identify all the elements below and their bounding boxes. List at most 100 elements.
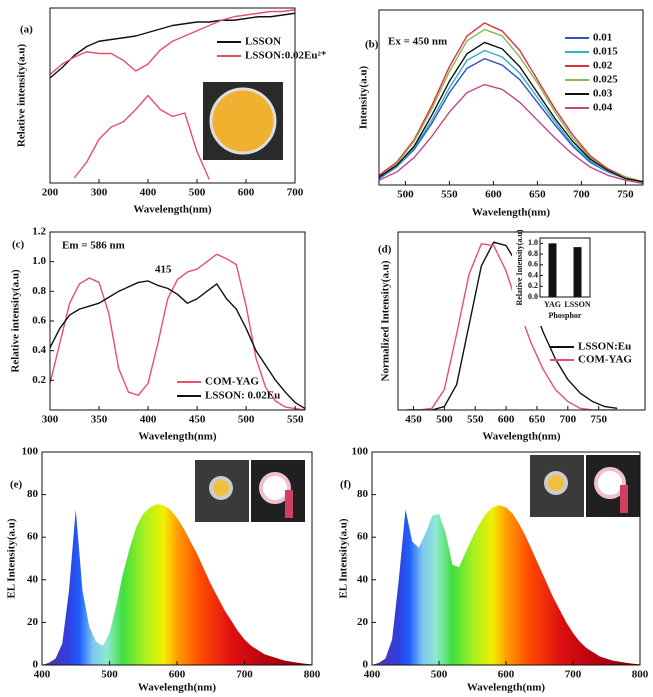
- y-tick-label: 1.0: [32, 255, 46, 267]
- plot-frame: [378, 9, 644, 186]
- glow: [594, 467, 626, 499]
- plot-frame: [49, 231, 306, 411]
- x-tick-label: 700: [565, 669, 582, 681]
- y-axis-label: Relative intensity(a.u): [16, 44, 28, 148]
- phosphor-disc: [209, 87, 277, 155]
- x-tick-label: 800: [632, 669, 649, 681]
- series-line: [50, 253, 305, 410]
- x-axis-label: Wavelength(nm): [482, 431, 561, 443]
- x-tick-label: 200: [42, 187, 59, 199]
- x-tick-label: 500: [436, 414, 453, 426]
- panel: 300 350 400 450 500 550 0.2 0.4 0.6 0.8 1.0 1.2 (c) W…: [10, 226, 306, 443]
- panel: 400 500 600 700 800 0 20 40 60 80 100 (f) Wavelength…: [338, 446, 649, 694]
- plot-frame: [49, 7, 296, 184]
- x-tick-label: 800: [304, 669, 321, 681]
- legend-label: 0.02: [593, 60, 613, 72]
- x-tick-label: 500: [397, 189, 414, 201]
- inset-y-label: Relative Intensity(a.u): [515, 229, 524, 305]
- x-tick-label: 500: [189, 187, 206, 199]
- x-tick-label: 700: [560, 414, 577, 426]
- series-line: [50, 280, 305, 410]
- y-tick-label: 40: [27, 573, 39, 585]
- legend-label: 0.04: [593, 102, 613, 114]
- y-tick-label: 60: [357, 531, 369, 543]
- x-axis-label: Wavelength(nm): [138, 682, 217, 694]
- plot-frame: [397, 231, 646, 411]
- x-tick-label: 700: [236, 669, 253, 681]
- x-tick-label: 350: [91, 414, 108, 426]
- series-line: [379, 83, 643, 185]
- wire: [285, 490, 293, 518]
- x-tick-label: 600: [485, 189, 502, 201]
- x-tick-label: 650: [529, 414, 546, 426]
- x-tick-label: 500: [101, 669, 118, 681]
- x-tick-label: 600: [169, 669, 186, 681]
- y-tick-label: 0.4: [32, 344, 46, 356]
- panel: 500 550 600 650 700 750 (b) Wavelength(nm) Inten…: [358, 9, 644, 219]
- series-line: [379, 49, 643, 183]
- y-tick-label: 100: [22, 446, 39, 458]
- series-line: [50, 12, 295, 79]
- legend-label: 0.01: [593, 32, 612, 44]
- legend-label: 0.015: [593, 46, 618, 58]
- inset-y-tick-label: 0.0: [528, 292, 538, 301]
- inset-bg: [512, 234, 602, 326]
- panel-label: (f): [340, 479, 351, 491]
- panel-label: (b): [365, 39, 379, 51]
- y-tick-label: 0: [33, 659, 39, 671]
- x-tick-label: 750: [590, 414, 607, 426]
- x-tick-label: 450: [189, 414, 206, 426]
- y-tick-label: 80: [357, 488, 369, 500]
- y-tick-label: 60: [27, 531, 39, 543]
- y-tick-label: 20: [27, 616, 39, 628]
- legend-label: COM-YAG: [578, 354, 632, 366]
- inset-bar: [548, 243, 557, 297]
- inset-y-tick-label: 0.2: [528, 281, 538, 290]
- y-tick-label: 0.6: [32, 315, 46, 327]
- inset-category: LSSON: [564, 300, 590, 309]
- spectrum-area: [42, 504, 312, 665]
- y-tick-label: 100: [352, 446, 369, 458]
- legend-label: LSSON:Eu: [578, 341, 631, 353]
- y-tick-label: 0.8: [32, 285, 46, 297]
- y-tick-label: 40: [357, 573, 369, 585]
- x-axis-label: Wavelength(nm): [133, 204, 212, 216]
- x-tick-label: 650: [529, 189, 546, 201]
- inset-y-tick-label: 0.6: [528, 260, 538, 269]
- y-tick-label: 20: [357, 616, 369, 628]
- series-line: [73, 94, 210, 180]
- x-tick-label: 600: [498, 414, 515, 426]
- series-line: [50, 9, 295, 76]
- led-chip: [209, 476, 233, 500]
- x-tick-label: 550: [287, 414, 304, 426]
- panel-label: (d): [378, 244, 392, 256]
- led-chip: [544, 471, 568, 495]
- inset-category: YAG: [544, 300, 561, 309]
- x-tick-label: 300: [91, 187, 108, 199]
- x-axis-label: Wavelength(nm): [138, 431, 217, 443]
- y-axis-label: Intensity(a.u): [358, 66, 370, 130]
- inset-bar: [573, 247, 582, 297]
- series-line: [379, 22, 643, 183]
- x-tick-label: 400: [140, 414, 157, 426]
- annotation: 415: [155, 264, 172, 276]
- y-tick-label: 80: [27, 488, 39, 500]
- x-tick-label: 300: [42, 414, 59, 426]
- legend-label: LSSON:0.02Eu²⁺: [245, 50, 327, 62]
- x-tick-label: 750: [617, 189, 634, 201]
- x-tick-label: 550: [441, 189, 458, 201]
- inset-x-label: Phosphor: [549, 311, 582, 320]
- panel: 450 500 550 600 650 700 750 (d) Wavelength(nm) No…: [378, 229, 646, 443]
- x-tick-label: 500: [431, 669, 448, 681]
- x-tick-label: 450: [405, 414, 422, 426]
- y-axis-label: Relative intensity(a.u): [10, 269, 22, 373]
- legend-label: 0.025: [593, 74, 618, 86]
- inset-y-tick-label: 0.4: [528, 270, 538, 279]
- x-tick-label: 550: [467, 414, 484, 426]
- inset-frame: [539, 237, 591, 298]
- x-axis-label: Wavelength(nm): [472, 207, 551, 219]
- panel-label: (a): [20, 24, 33, 36]
- y-tick-label: 1.2: [32, 226, 46, 238]
- spectrum-area: [372, 505, 640, 665]
